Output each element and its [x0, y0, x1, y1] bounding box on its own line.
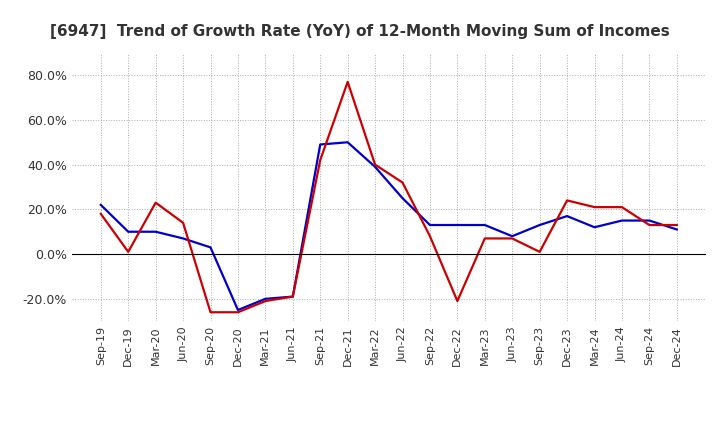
Ordinary Income Growth Rate	[233, 308, 242, 313]
Ordinary Income Growth Rate	[426, 222, 434, 227]
Net Income Growth Rate	[618, 205, 626, 210]
Net Income Growth Rate	[371, 162, 379, 167]
Net Income Growth Rate	[536, 249, 544, 254]
Ordinary Income Growth Rate	[563, 213, 572, 219]
Ordinary Income Growth Rate	[179, 236, 187, 241]
Net Income Growth Rate	[563, 198, 572, 203]
Net Income Growth Rate	[289, 294, 297, 299]
Net Income Growth Rate	[151, 200, 160, 205]
Net Income Growth Rate	[206, 310, 215, 315]
Ordinary Income Growth Rate	[96, 202, 105, 208]
Net Income Growth Rate	[233, 310, 242, 315]
Ordinary Income Growth Rate	[124, 229, 132, 235]
Net Income Growth Rate	[261, 298, 270, 304]
Net Income Growth Rate	[645, 222, 654, 227]
Ordinary Income Growth Rate	[590, 224, 599, 230]
Ordinary Income Growth Rate	[343, 139, 352, 145]
Ordinary Income Growth Rate	[316, 142, 325, 147]
Net Income Growth Rate	[672, 222, 681, 227]
Ordinary Income Growth Rate	[536, 222, 544, 227]
Ordinary Income Growth Rate	[618, 218, 626, 223]
Net Income Growth Rate	[179, 220, 187, 225]
Line: Ordinary Income Growth Rate: Ordinary Income Growth Rate	[101, 142, 677, 310]
Net Income Growth Rate	[316, 158, 325, 163]
Ordinary Income Growth Rate	[206, 245, 215, 250]
Ordinary Income Growth Rate	[261, 296, 270, 301]
Net Income Growth Rate	[96, 211, 105, 216]
Ordinary Income Growth Rate	[480, 222, 489, 227]
Ordinary Income Growth Rate	[672, 227, 681, 232]
Net Income Growth Rate	[398, 180, 407, 185]
Net Income Growth Rate	[508, 236, 516, 241]
Net Income Growth Rate	[343, 79, 352, 84]
Ordinary Income Growth Rate	[453, 222, 462, 227]
Line: Net Income Growth Rate: Net Income Growth Rate	[101, 82, 677, 312]
Net Income Growth Rate	[124, 249, 132, 254]
Ordinary Income Growth Rate	[151, 229, 160, 235]
Net Income Growth Rate	[426, 234, 434, 239]
Ordinary Income Growth Rate	[508, 234, 516, 239]
Net Income Growth Rate	[453, 298, 462, 304]
Text: [6947]  Trend of Growth Rate (YoY) of 12-Month Moving Sum of Incomes: [6947] Trend of Growth Rate (YoY) of 12-…	[50, 24, 670, 39]
Ordinary Income Growth Rate	[645, 218, 654, 223]
Ordinary Income Growth Rate	[398, 195, 407, 201]
Ordinary Income Growth Rate	[371, 164, 379, 169]
Net Income Growth Rate	[480, 236, 489, 241]
Ordinary Income Growth Rate	[289, 294, 297, 299]
Net Income Growth Rate	[590, 205, 599, 210]
